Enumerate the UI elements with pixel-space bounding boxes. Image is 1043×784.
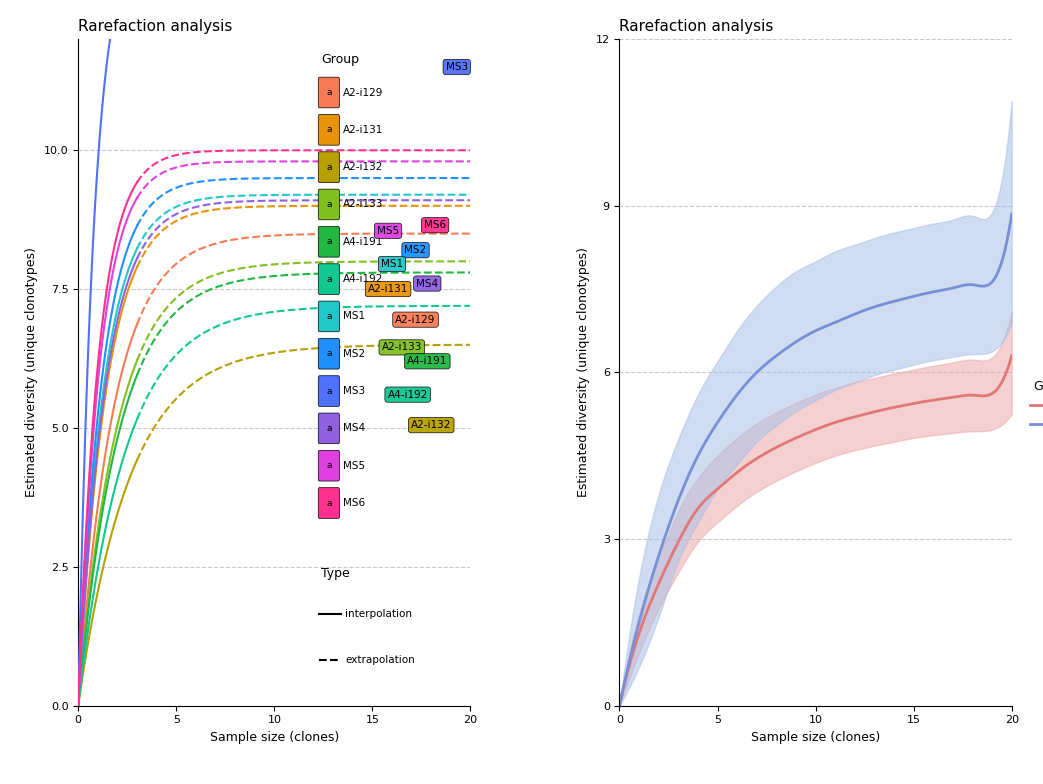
Text: MS3: MS3 (445, 62, 467, 72)
Text: A4-i192: A4-i192 (388, 390, 428, 400)
Text: MS1: MS1 (381, 259, 403, 269)
X-axis label: Sample size (clones): Sample size (clones) (210, 731, 339, 744)
Text: A2-i133: A2-i133 (382, 343, 422, 353)
Text: MS2: MS2 (343, 349, 365, 359)
FancyBboxPatch shape (318, 189, 339, 220)
FancyBboxPatch shape (318, 301, 339, 332)
Text: A2-i133: A2-i133 (343, 199, 384, 209)
FancyBboxPatch shape (318, 152, 339, 183)
Text: a: a (326, 312, 332, 321)
FancyBboxPatch shape (318, 227, 339, 257)
Text: a: a (326, 499, 332, 507)
FancyBboxPatch shape (318, 263, 339, 295)
Text: a: a (326, 461, 332, 470)
Text: A2-i132: A2-i132 (343, 162, 384, 172)
Text: A4-i191: A4-i191 (343, 237, 384, 247)
Text: A4-i192: A4-i192 (343, 274, 384, 284)
Text: a: a (326, 238, 332, 246)
FancyBboxPatch shape (318, 450, 339, 481)
Text: A2-i132: A2-i132 (411, 420, 452, 430)
Text: A2-i131: A2-i131 (368, 284, 408, 294)
Text: MS5: MS5 (343, 461, 365, 470)
Text: a: a (326, 349, 332, 358)
Text: a: a (326, 274, 332, 284)
Y-axis label: Estimated diversity (unique clonotypes): Estimated diversity (unique clonotypes) (577, 248, 590, 497)
Text: MS6: MS6 (425, 220, 446, 230)
Text: a: a (326, 125, 332, 134)
Legend: C, MS: C, MS (1025, 376, 1043, 436)
Text: MS3: MS3 (343, 386, 365, 396)
Text: a: a (326, 387, 332, 396)
Text: MS2: MS2 (405, 245, 427, 256)
Text: Rarefaction analysis: Rarefaction analysis (78, 19, 233, 34)
FancyBboxPatch shape (318, 488, 339, 518)
Text: Type: Type (321, 567, 350, 580)
Text: MS5: MS5 (377, 226, 399, 236)
X-axis label: Sample size (clones): Sample size (clones) (751, 731, 880, 744)
Text: a: a (326, 88, 332, 97)
FancyBboxPatch shape (318, 339, 339, 369)
Text: MS1: MS1 (343, 311, 365, 321)
Text: a: a (326, 424, 332, 433)
Text: Group: Group (321, 53, 360, 66)
Text: Rarefaction analysis: Rarefaction analysis (620, 19, 774, 34)
FancyBboxPatch shape (318, 413, 339, 444)
Text: MS6: MS6 (343, 498, 365, 508)
Text: A2-i129: A2-i129 (343, 88, 384, 97)
Text: interpolation: interpolation (345, 608, 412, 619)
FancyBboxPatch shape (318, 114, 339, 145)
Text: a: a (326, 162, 332, 172)
Y-axis label: Estimated diversity (unique clonotypes): Estimated diversity (unique clonotypes) (25, 248, 39, 497)
Text: A4-i191: A4-i191 (407, 356, 447, 366)
Text: A2-i129: A2-i129 (395, 314, 436, 325)
Text: MS4: MS4 (343, 423, 365, 434)
FancyBboxPatch shape (318, 376, 339, 406)
Text: a: a (326, 200, 332, 209)
FancyBboxPatch shape (318, 77, 339, 108)
Text: A2-i131: A2-i131 (343, 125, 384, 135)
Text: extrapolation: extrapolation (345, 655, 415, 666)
Text: MS4: MS4 (416, 278, 438, 289)
